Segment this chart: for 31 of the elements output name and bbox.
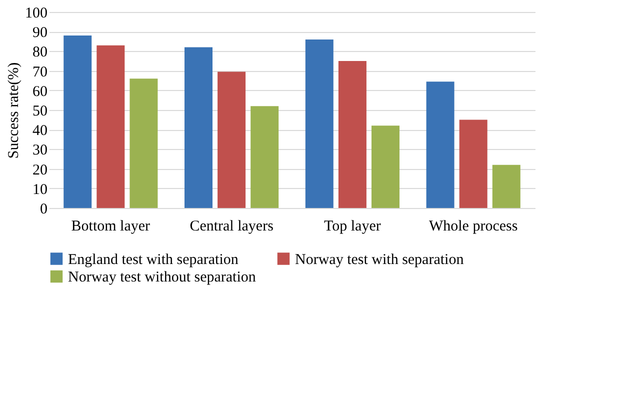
y-tick-label: 0	[40, 202, 48, 218]
legend-label: England test with separation	[68, 252, 239, 268]
bar	[184, 47, 213, 208]
bar	[96, 45, 125, 208]
y-tick-label: 20	[32, 162, 48, 178]
bar	[338, 61, 366, 208]
y-tick-label: 50	[32, 104, 48, 120]
x-tick-label: Bottom layer	[71, 218, 150, 234]
y-tick-label: 80	[32, 44, 48, 61]
x-tick-label: Top layer	[324, 218, 381, 234]
x-tick-label: Central layers	[190, 218, 274, 234]
y-tick-label: 60	[32, 84, 48, 100]
bar	[426, 82, 454, 208]
y-tick-label: 90	[32, 25, 48, 42]
bar	[130, 78, 158, 208]
y-tick-label: 10	[32, 182, 48, 198]
bar	[492, 164, 520, 208]
bar	[459, 120, 488, 208]
bar	[305, 39, 334, 208]
y-tick-label: 100	[25, 6, 48, 22]
legend-label: Norway test without separation	[68, 270, 256, 286]
y-axis-title: Success rate(%)	[6, 62, 22, 159]
bar	[218, 72, 246, 208]
bar	[64, 36, 92, 208]
x-tick-label: Whole process	[428, 218, 518, 234]
bar	[250, 106, 279, 208]
legend-label: Norway test with separation	[295, 252, 464, 268]
y-tick-label: 70	[32, 64, 48, 80]
y-tick-label: 30	[32, 142, 48, 159]
bar	[371, 126, 400, 208]
y-tick-label: 40	[32, 123, 48, 140]
